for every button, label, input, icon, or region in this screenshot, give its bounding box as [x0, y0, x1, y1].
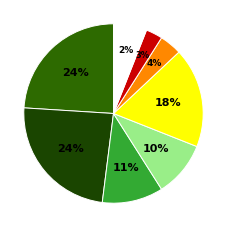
- Wedge shape: [24, 108, 114, 202]
- Wedge shape: [114, 24, 146, 114]
- Wedge shape: [114, 38, 179, 114]
- Text: 10%: 10%: [143, 144, 170, 154]
- Text: 11%: 11%: [112, 163, 139, 173]
- Wedge shape: [114, 30, 162, 114]
- Text: 24%: 24%: [57, 144, 84, 154]
- Text: 3%: 3%: [136, 52, 150, 60]
- Text: 24%: 24%: [62, 68, 89, 78]
- Text: 4%: 4%: [147, 59, 162, 68]
- Wedge shape: [114, 52, 203, 146]
- Wedge shape: [24, 24, 114, 114]
- Text: 18%: 18%: [155, 98, 181, 108]
- Text: 2%: 2%: [118, 46, 133, 54]
- Wedge shape: [114, 114, 197, 189]
- Wedge shape: [102, 114, 162, 203]
